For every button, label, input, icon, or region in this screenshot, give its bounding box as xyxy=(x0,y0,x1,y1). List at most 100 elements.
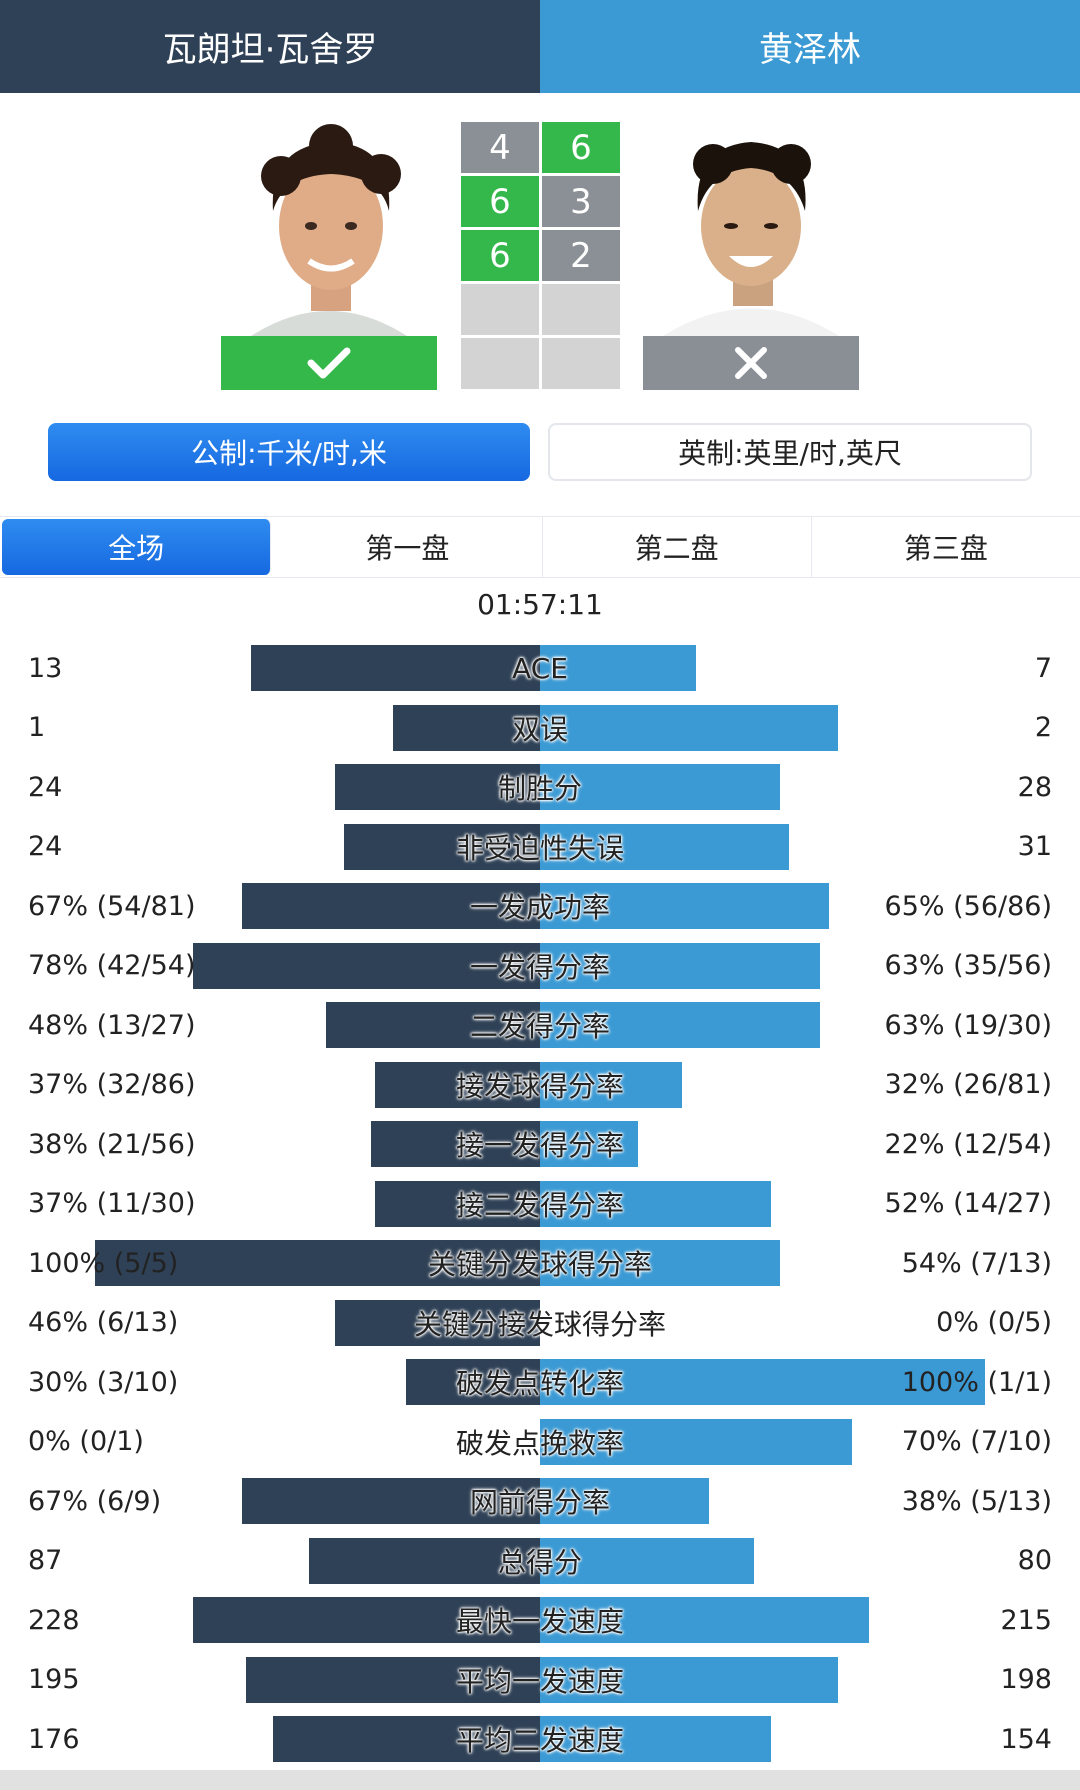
right-stat-value: 215 xyxy=(1000,1604,1052,1636)
stat-row: 24 制胜分 28 xyxy=(0,763,1080,823)
right-stat-value: 2 xyxy=(1034,712,1052,743)
tab-third-set[interactable]: 第三盘 xyxy=(903,532,988,565)
right-stat-value: 7 xyxy=(1034,652,1052,684)
stat-row: 67% (54/81) 一发成功率 65% (56/86) xyxy=(0,882,1080,942)
stat-label: 接发球得分率 xyxy=(455,1069,624,1103)
left-stat-bar xyxy=(375,1180,540,1227)
right-stat-bar xyxy=(540,1240,780,1286)
left-stat-value: 228 xyxy=(28,1604,80,1636)
left-stat-bar xyxy=(242,883,540,929)
stat-row: 37% (11/30) 接二发得分率 52% (14/27) xyxy=(0,1180,1080,1240)
right-stat-bar xyxy=(540,883,829,929)
stat-label: 接一发得分率 xyxy=(455,1129,624,1162)
set-row-2: 6 3 xyxy=(461,176,620,227)
left-stat-value: 24 xyxy=(28,831,63,862)
right-stat-bar xyxy=(540,1002,820,1048)
left-stat-bar xyxy=(246,1656,540,1703)
close-icon xyxy=(735,347,767,379)
tab-second-set[interactable]: 第二盘 xyxy=(543,517,812,577)
left-stat-value: 38% (21/56) xyxy=(28,1128,196,1160)
tab-full-match[interactable]: 全场 xyxy=(2,519,272,575)
right-stat-value: 154 xyxy=(1000,1723,1052,1755)
stat-label: 破发点挽救率 xyxy=(455,1426,624,1460)
bottom-bar xyxy=(0,1770,1080,1790)
stats-list: 13 ACE 7 1 双误 2 24 制胜分 28 24 非受迫性失误 31 67% (54/81) 一发… xyxy=(0,644,1080,1775)
left-stat-value: 13 xyxy=(28,652,63,684)
left-stat-value: 100% (5/5) xyxy=(28,1247,179,1279)
left-player-photo xyxy=(221,116,437,336)
right-stat-bar xyxy=(540,1656,838,1703)
right-stat-value: 22% (12/54) xyxy=(884,1128,1052,1160)
right-stat-bar xyxy=(540,942,820,989)
left-stat-bar xyxy=(309,1537,540,1584)
left-stat-bar xyxy=(406,1359,540,1405)
left-stat-bar xyxy=(193,1597,540,1643)
left-stat-value: 176 xyxy=(28,1723,80,1755)
stat-label: 制胜分 xyxy=(497,772,582,805)
stat-label: 非受迫性失误 xyxy=(455,831,624,865)
left-stat-bar xyxy=(95,1240,540,1286)
stat-row: 46% (6/13) 关键分接发球得分率 0% (0/5) xyxy=(0,1299,1080,1359)
set-row-3: 6 2 xyxy=(461,230,620,281)
right-stat-bar xyxy=(540,704,838,751)
stat-row: 195 平均一发速度 198 xyxy=(0,1656,1080,1716)
set-4-left-score xyxy=(461,284,539,335)
right-stat-bar xyxy=(540,1180,771,1227)
left-stat-bar xyxy=(375,1061,540,1108)
right-stat-value: 38% (5/13) xyxy=(901,1485,1052,1517)
player-header: 瓦朗坦·瓦舍罗 黄泽林 xyxy=(0,0,1080,93)
left-stat-value: 1 xyxy=(28,712,46,743)
left-stat-bar xyxy=(242,1478,540,1524)
stat-label: 双误 xyxy=(511,712,568,746)
left-stat-bar xyxy=(193,942,540,989)
left-stat-value: 46% (6/13) xyxy=(28,1307,179,1338)
set-score-grid: 4 6 6 3 6 2 xyxy=(461,122,620,392)
right-stat-value: 100% (1/1) xyxy=(901,1366,1052,1398)
right-stat-bar xyxy=(540,1716,771,1762)
right-stat-value: 198 xyxy=(1000,1664,1052,1695)
stat-row: 0% (0/1) 破发点挽救率 70% (7/10) xyxy=(0,1418,1080,1478)
right-stat-value: 80 xyxy=(1017,1545,1052,1576)
set-2-left-score: 6 xyxy=(461,176,539,227)
left-stat-value: 24 xyxy=(28,771,63,803)
tab-first-set[interactable]: 第一盘 xyxy=(273,517,543,577)
set-1-left-score: 4 xyxy=(461,122,539,173)
right-stat-bar xyxy=(540,1537,754,1584)
left-stat-bar xyxy=(335,764,540,810)
left-stat-bar xyxy=(273,1716,540,1762)
right-stat-value: 63% (35/56) xyxy=(884,950,1052,981)
set-3-left-score: 6 xyxy=(461,230,539,281)
right-stat-value: 70% (7/10) xyxy=(901,1426,1052,1457)
set-5-left-score xyxy=(461,338,539,389)
stat-row: 176 平均二发速度 154 xyxy=(0,1715,1080,1775)
stat-label: 接二发得分率 xyxy=(455,1188,624,1222)
stat-label: 最快一发速度 xyxy=(455,1605,624,1638)
stat-row: 100% (5/5) 关键分发球得分率 54% (7/13) xyxy=(0,1239,1080,1299)
left-stat-value: 37% (32/86) xyxy=(28,1069,196,1100)
set-5-right-score xyxy=(542,338,620,389)
imperial-units-button[interactable]: 英制:英里/时,英尺 xyxy=(548,423,1032,481)
set-2-right-score: 3 xyxy=(542,176,620,227)
stat-row: 78% (42/54) 一发得分率 63% (35/56) xyxy=(0,942,1080,1002)
right-stat-value: 0% (0/5) xyxy=(936,1307,1052,1338)
left-stat-value: 30% (3/10) xyxy=(28,1366,179,1398)
right-stat-bar xyxy=(540,764,780,810)
loser-badge xyxy=(643,336,859,390)
right-stat-bar xyxy=(540,1597,869,1643)
right-player-name: 黄泽林 xyxy=(540,0,1080,93)
right-stat-bar xyxy=(540,1061,682,1108)
right-stat-value: 52% (14/27) xyxy=(884,1188,1052,1219)
left-stat-value: 87 xyxy=(28,1545,63,1576)
set-tabs: 全场 第一盘 第二盘 第三盘 xyxy=(0,516,1080,578)
right-stat-bar xyxy=(540,1359,985,1405)
left-stat-bar xyxy=(371,1121,540,1167)
left-stat-value: 37% (11/30) xyxy=(28,1188,196,1219)
stat-row: 24 非受迫性失误 31 xyxy=(0,823,1080,883)
right-stat-value: 54% (7/13) xyxy=(901,1247,1052,1279)
metric-units-button[interactable]: 公制:千米/时,米 xyxy=(48,423,530,481)
stat-label: 一发成功率 xyxy=(469,891,610,924)
set-row-1: 4 6 xyxy=(461,122,620,173)
stat-row: 67% (6/9) 网前得分率 38% (5/13) xyxy=(0,1477,1080,1537)
right-stat-bar xyxy=(540,823,789,870)
check-icon xyxy=(307,347,351,379)
